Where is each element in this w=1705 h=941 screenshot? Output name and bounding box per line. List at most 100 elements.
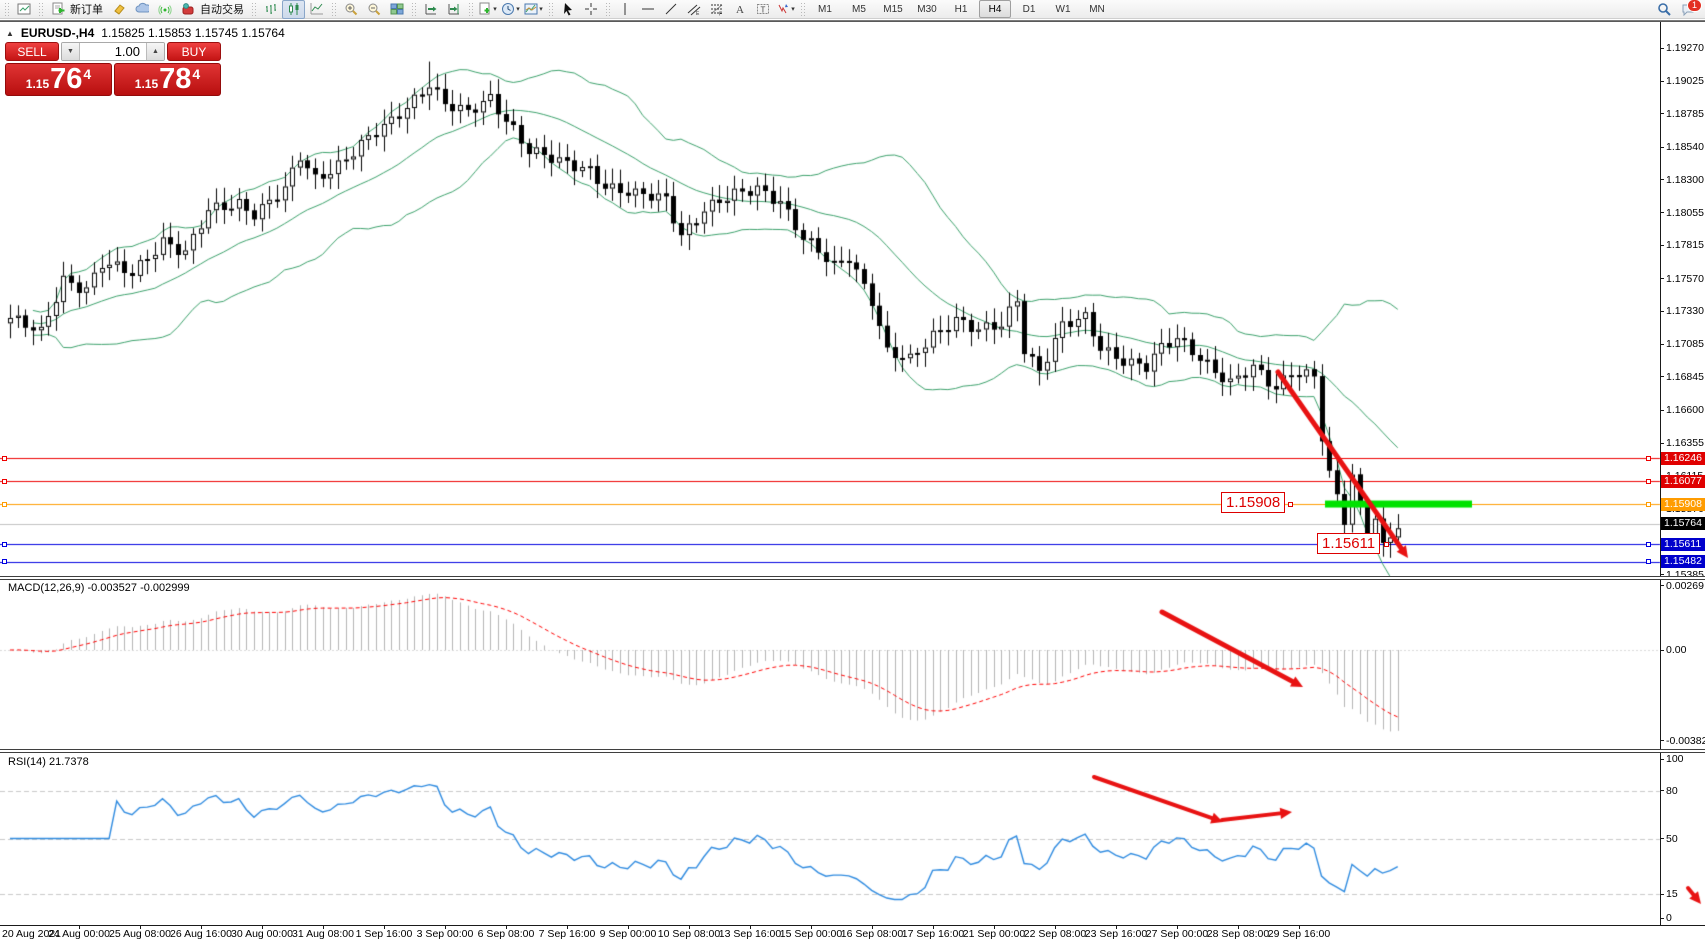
- hline-handle-right[interactable]: [1646, 501, 1651, 507]
- autotrade-button[interactable]: [176, 0, 199, 19]
- sell-price-box[interactable]: 1.15 76 4: [5, 63, 112, 96]
- price-tick-label: 1.17330: [1666, 305, 1704, 318]
- time-tick-label: 31 Aug 08:00: [292, 928, 354, 940]
- crosshair-icon: [584, 3, 597, 15]
- vline-button[interactable]: [613, 0, 636, 19]
- price-tick-mark: [1660, 409, 1664, 411]
- cloud-button[interactable]: [130, 0, 153, 19]
- zoom-out-button[interactable]: [362, 0, 385, 19]
- sell-button[interactable]: SELL: [5, 42, 59, 61]
- rsi-tick-mark: [1660, 838, 1664, 839]
- time-axis-line: [0, 925, 1705, 926]
- hline-handle-right[interactable]: [1646, 541, 1651, 547]
- line-chart-button[interactable]: [305, 0, 328, 19]
- tile-windows-button[interactable]: [385, 0, 408, 19]
- price-tick-mark: [1660, 80, 1664, 82]
- eraser-button[interactable]: [107, 0, 130, 19]
- cursor-icon: [563, 3, 572, 16]
- template-button[interactable]: ▾: [522, 0, 545, 19]
- timeframe-MN[interactable]: MN: [1089, 3, 1105, 15]
- chart-new-icon: [17, 3, 30, 15]
- hline-handle-left[interactable]: [2, 478, 7, 484]
- hline-handle-right[interactable]: [1646, 478, 1651, 484]
- time-tick-label: 3 Sep 00:00: [416, 928, 474, 940]
- time-tick-label: 27 Sep 00:00: [1145, 928, 1209, 940]
- fibonacci-icon: F: [710, 4, 723, 17]
- hline-handle-right[interactable]: [1646, 559, 1651, 565]
- price-badge-1.15764: 1.15764: [1661, 517, 1705, 531]
- collapse-arrow-icon[interactable]: ▲: [6, 28, 14, 38]
- timeframe-M15[interactable]: M15: [883, 3, 903, 15]
- search-button[interactable]: [1652, 0, 1675, 19]
- macd-rsi-splitter[interactable]: [0, 749, 1705, 753]
- fibonacci-button[interactable]: F: [705, 0, 728, 19]
- timeframe-W1[interactable]: W1: [1055, 3, 1071, 15]
- hline-handle-right[interactable]: [1646, 455, 1651, 461]
- autoscroll-button[interactable]: [419, 0, 442, 19]
- chart-shift-icon: [448, 4, 459, 15]
- timeframe-M1[interactable]: M1: [818, 3, 832, 15]
- volume-input[interactable]: [80, 43, 146, 60]
- text-button[interactable]: A: [728, 0, 751, 19]
- candle-chart-icon: [288, 3, 298, 15]
- chart-title: EURUSD-,H4: [20, 26, 95, 40]
- label-icon: T: [756, 4, 769, 15]
- signal-button[interactable]: [153, 0, 176, 19]
- hline-handle-left[interactable]: [2, 541, 7, 547]
- hline-label-handle[interactable]: [1288, 501, 1293, 507]
- time-tick-mark: [323, 925, 324, 929]
- hline-handle-left[interactable]: [2, 559, 7, 565]
- time-tick-label: 10 Sep 08:00: [657, 928, 721, 940]
- channel-button[interactable]: E: [682, 0, 705, 19]
- buy-button[interactable]: BUY: [167, 42, 221, 61]
- toolbar-grip: [4, 2, 9, 16]
- one-click-trading-panel: SELL ▼ ▲ BUY 1.15 76 4 1.15 78 4: [5, 42, 221, 96]
- chart-shift-button[interactable]: [442, 0, 465, 19]
- notifications-button[interactable]: 1: [1676, 0, 1702, 19]
- hline-label-handle[interactable]: [1384, 541, 1389, 547]
- chart-new-button[interactable]: [12, 0, 35, 19]
- zoom-in-icon: [345, 3, 357, 16]
- hline-price-label-1.15908[interactable]: 1.15908: [1221, 492, 1286, 513]
- timeframe-M5[interactable]: M5: [852, 3, 866, 15]
- label-button[interactable]: T: [751, 0, 774, 19]
- chevron-down-icon: ▾: [493, 6, 497, 13]
- crosshair-button[interactable]: [579, 0, 602, 19]
- hline-price-label-1.15611[interactable]: 1.15611: [1317, 533, 1381, 554]
- template-icon: [524, 3, 538, 15]
- bar-chart-button[interactable]: [259, 0, 282, 19]
- price-tick-label: 1.16845: [1666, 370, 1704, 383]
- price-badge-1.15908: 1.15908: [1661, 497, 1705, 511]
- svg-text:A: A: [736, 4, 744, 16]
- autotrade-label: 自动交易: [200, 4, 244, 16]
- cursor-button[interactable]: [556, 0, 579, 19]
- cloud-icon: [135, 2, 149, 13]
- timeframe-D1[interactable]: D1: [1022, 3, 1036, 15]
- timeframe-M30[interactable]: M30: [917, 3, 937, 15]
- trendline-button[interactable]: [659, 0, 682, 19]
- buy-price-box[interactable]: 1.15 78 4: [114, 63, 221, 96]
- new-order-button[interactable]: [46, 0, 69, 19]
- arrows-button[interactable]: ▾: [774, 0, 797, 19]
- price-tick-mark: [1660, 574, 1664, 576]
- hline-handle-left[interactable]: [2, 455, 7, 461]
- new-chart-button[interactable]: ▾: [476, 0, 499, 19]
- time-tick-mark: [750, 925, 751, 929]
- period-button[interactable]: ▾: [499, 0, 522, 19]
- time-tick-mark: [994, 925, 995, 929]
- svg-text:F: F: [719, 12, 722, 17]
- hline-button[interactable]: [636, 0, 659, 19]
- candle-chart-button[interactable]: [282, 0, 305, 19]
- volume-increase-button[interactable]: ▲: [146, 43, 164, 60]
- hline-handle-left[interactable]: [2, 501, 7, 507]
- time-tick-label: 9 Sep 00:00: [599, 928, 657, 940]
- timeframe-H4[interactable]: H4: [979, 0, 1011, 18]
- price-tick-mark: [1660, 47, 1664, 49]
- main-macd-splitter[interactable]: [0, 576, 1705, 580]
- zoom-in-button[interactable]: [339, 0, 362, 19]
- timeframe-H1[interactable]: H1: [954, 3, 968, 15]
- macd-tick-label: -0.003823: [1666, 734, 1705, 747]
- new-order-label: 新订单: [70, 4, 103, 16]
- volume-decrease-button[interactable]: ▼: [62, 43, 80, 60]
